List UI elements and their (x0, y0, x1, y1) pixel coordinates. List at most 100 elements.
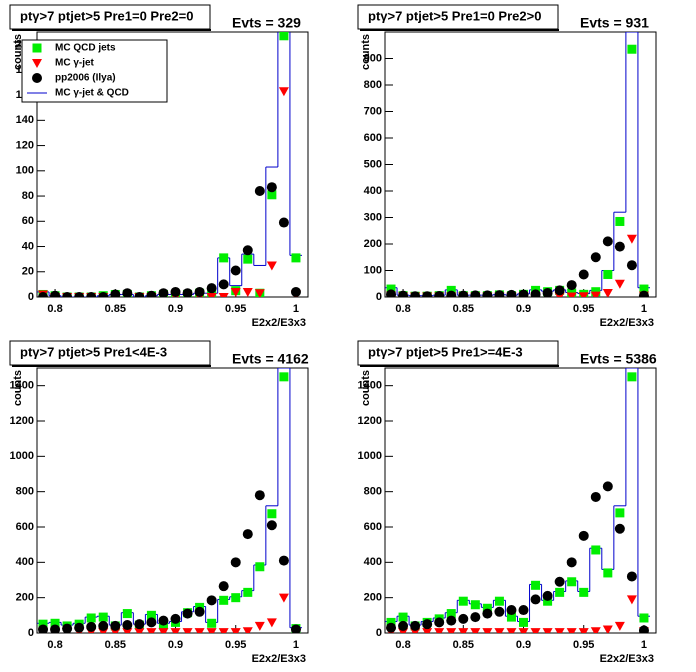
circle-marker (182, 288, 193, 297)
circle-marker (446, 615, 457, 626)
triangle-marker (602, 289, 613, 297)
triangle-marker (494, 628, 505, 633)
circle-marker (278, 217, 289, 228)
circle-marker (626, 260, 637, 271)
y-tick-label: 1400 (10, 380, 34, 392)
square-marker (639, 613, 649, 623)
y-tick-label: 600 (364, 521, 382, 533)
circle-marker (110, 620, 121, 631)
triangle-marker (482, 628, 493, 633)
square-marker (446, 285, 456, 295)
y-tick-label: 600 (16, 521, 34, 533)
events-label: Evts = 4162 (232, 351, 309, 367)
x-tick-label: 0.95 (573, 639, 594, 651)
square-marker (458, 596, 468, 606)
y-tick-label: 100 (364, 264, 382, 276)
square-marker (446, 609, 456, 619)
y-tick-label: 0 (28, 291, 34, 303)
circle-marker (566, 557, 577, 568)
triangle-marker (242, 287, 253, 297)
square-marker (255, 562, 265, 572)
triangle-marker (182, 628, 193, 633)
circle-marker (554, 285, 565, 296)
circle-marker (590, 491, 601, 502)
square-marker (603, 568, 613, 578)
circle-marker (254, 186, 265, 196)
x-axis-label: E2x2/E3x3 (600, 653, 654, 665)
x-tick-label: 1 (293, 639, 299, 651)
x-tick-label: 1 (641, 303, 647, 315)
circle-marker (74, 292, 85, 297)
frame (36, 367, 309, 634)
triangle-marker (266, 261, 277, 271)
y-tick-label: 120 (16, 139, 34, 151)
plot-area (385, 368, 650, 633)
circle-marker (542, 288, 553, 297)
circle-marker (482, 290, 493, 297)
circle-marker (194, 286, 205, 297)
circle-marker (266, 182, 277, 193)
triangle-marker (146, 628, 157, 633)
square-marker (243, 587, 253, 597)
plot-area (37, 368, 302, 633)
square-marker (98, 612, 108, 622)
x-tick-label: 0.8 (395, 303, 410, 315)
triangle-marker (242, 627, 253, 633)
title-box (9, 4, 211, 30)
circle-marker (518, 605, 529, 616)
circle-marker (290, 624, 301, 633)
circle-marker (86, 621, 97, 632)
circle-marker (230, 557, 241, 568)
events-label: Evts = 931 (580, 15, 649, 31)
triangle-marker (530, 628, 541, 633)
square-marker (86, 613, 96, 623)
x-axis-label: E2x2/E3x3 (252, 653, 306, 665)
circle-marker (638, 290, 649, 297)
circle-marker (614, 241, 625, 252)
x-tick-label: 0.9 (168, 639, 183, 651)
triangle-marker (590, 627, 601, 633)
x-tick-label: 1 (641, 639, 647, 651)
square-marker (243, 254, 253, 264)
square-marker (279, 372, 289, 382)
circle-marker (242, 529, 253, 540)
panel-title: ptγ>7 ptjet>5 Pre1>=4E-3 (368, 344, 523, 359)
triangle-marker (518, 628, 529, 633)
y-tick-label: 200 (364, 592, 382, 604)
circle-marker (146, 290, 157, 297)
triangle-marker (542, 628, 553, 633)
square-marker (627, 44, 637, 54)
circle-marker (434, 290, 445, 297)
circle-marker (218, 279, 229, 290)
circle-marker (206, 595, 217, 606)
circle-marker (206, 283, 217, 294)
y-tick-label: 800 (364, 79, 382, 91)
panel: ptγ>7 ptjet>5 Pre1=0 Pre2>0 Evts = 931 cou… (357, 4, 657, 329)
y-tick-label: 40 (22, 240, 34, 252)
circle-marker (506, 605, 517, 616)
circle-marker (110, 289, 121, 297)
square-marker (146, 610, 156, 620)
x-tick-label: 0.85 (105, 639, 126, 651)
x-tick-label: 0.95 (573, 303, 594, 315)
y-tick-label: 1000 (10, 450, 34, 462)
triangle-marker (590, 291, 601, 297)
square-marker (267, 190, 277, 200)
circle-marker (530, 289, 541, 297)
legend-label: pp2006 (Ilya) (55, 73, 116, 84)
circle-marker (386, 622, 397, 633)
circle-marker (158, 615, 169, 626)
circle-marker (134, 292, 145, 297)
legend-label: MC γ-jet & QCD (55, 88, 129, 99)
square-marker (122, 609, 132, 619)
triangle-marker (158, 628, 169, 633)
triangle-marker (554, 628, 565, 633)
circle-marker (194, 606, 205, 617)
triangle-marker (626, 234, 637, 244)
circle-marker (422, 291, 433, 297)
circle-marker (518, 289, 529, 297)
square-marker (386, 617, 396, 627)
panel: ptγ>7 ptjet>5 Pre1<4E-3 Evts = 4162 counts… (9, 340, 309, 665)
triangle-marker (218, 293, 229, 297)
